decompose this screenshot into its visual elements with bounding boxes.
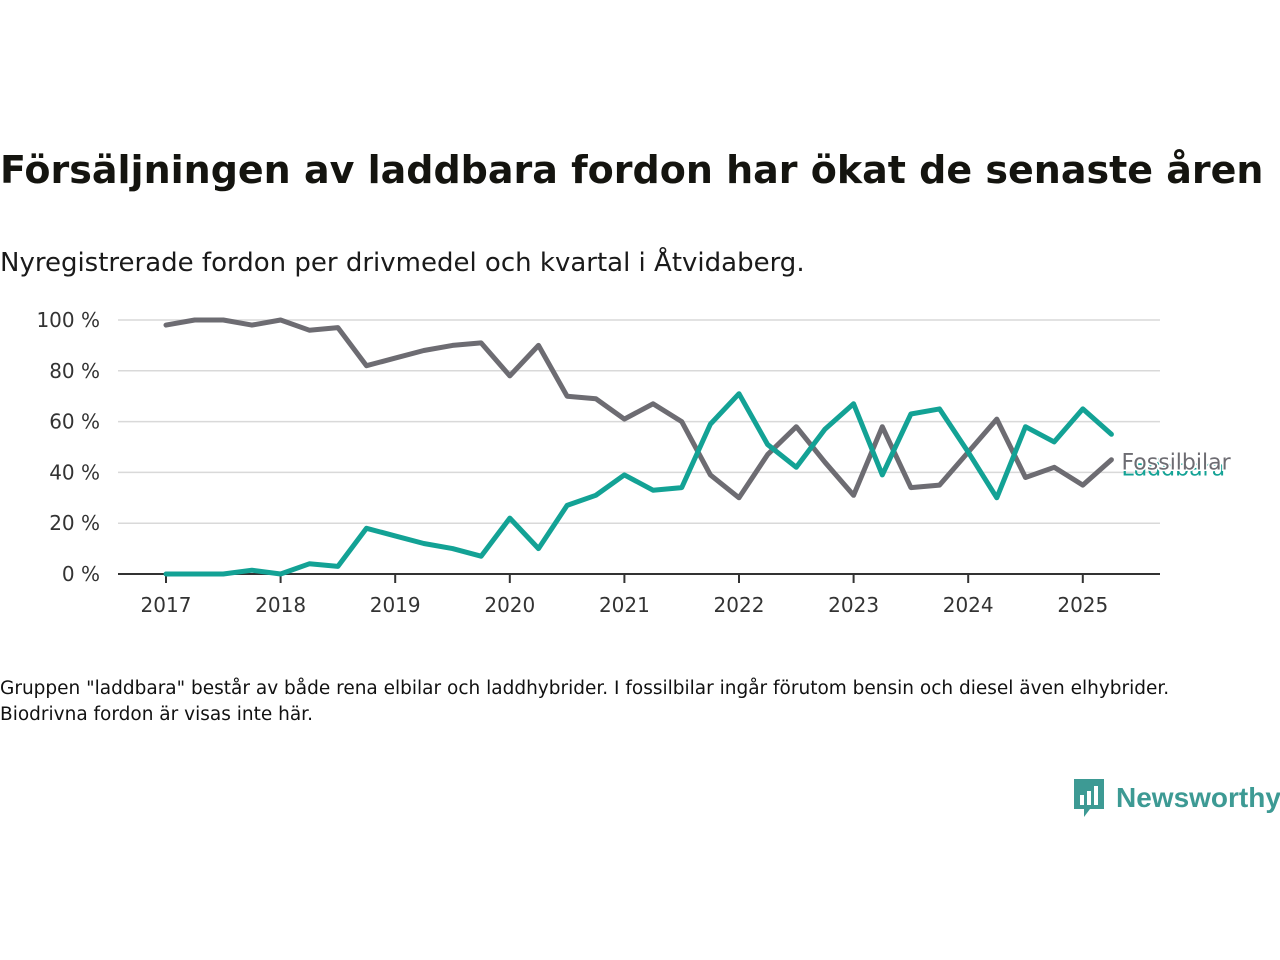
series-label-laddbara: Laddbara [1121,456,1225,481]
x-axis: 2017 2018 2019 2020 2021 2022 2023 2024 2025 [118,573,1160,617]
y-tick-label: 80 % [49,359,100,383]
x-tick-label: 2025 [1057,593,1108,617]
newsworthy-brand: Newsworthy [1072,776,1280,820]
y-tick-label: 0 % [62,562,100,586]
series-line-fossilbilar [163,317,1114,501]
x-tick-label: 2024 [943,593,994,617]
series-label-fossilbilar: Fossilbilar [1121,450,1231,475]
line-chart: 0 % 20 % 40 % 60 % 80 % 100 % 2017 2018 2019 202… [36,308,1233,617]
y-axis: 0 % 20 % 40 % 60 % 80 % 100 % [36,308,100,586]
brand-name: Newsworthy [1116,782,1280,813]
x-tick-label: 2020 [484,593,535,617]
y-tick-label: 20 % [49,511,100,535]
chart-series [163,317,1114,577]
series-line-laddbara [163,391,1114,577]
x-tick-label: 2023 [828,593,879,617]
x-tick-label: 2017 [141,593,192,617]
x-tick-label: 2019 [370,593,421,617]
x-tick-label: 2022 [714,593,765,617]
y-tick-label: 40 % [49,460,100,484]
chart-title: Försäljningen av laddbara fordon har öka… [0,148,1264,192]
y-tick-label: 100 % [36,308,100,332]
chart-footnote: Gruppen "laddbara" består av både rena e… [0,678,1170,725]
x-tick-label: 2018 [255,593,306,617]
x-tick-label: 2021 [599,593,650,617]
chart-grid [118,319,1160,524]
chart-subtitle: Nyregistrerade fordon per drivmedel och … [0,248,805,278]
newsworthy-logo-icon [1074,779,1104,817]
y-tick-label: 60 % [49,410,100,434]
